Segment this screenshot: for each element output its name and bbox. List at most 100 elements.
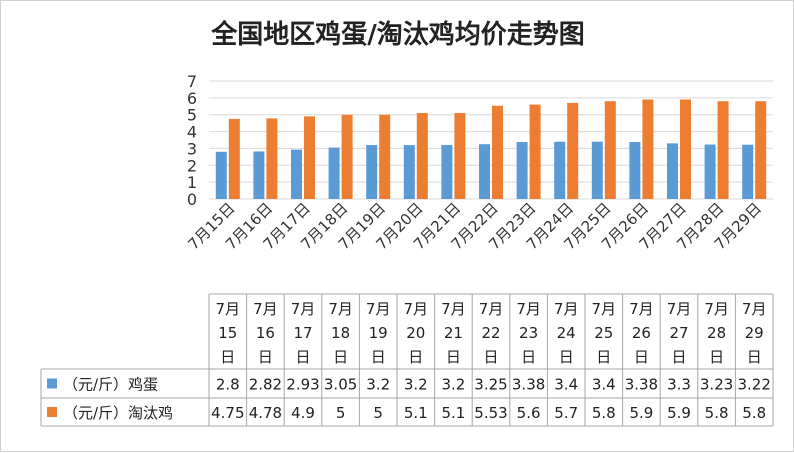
bar-hen-14 [755,101,767,199]
legend-swatch-egg [47,378,57,389]
table-header-cell-13-2: 日 [709,348,724,366]
bar-hen-13 [717,101,729,199]
table-value-hen-8: 5.6 [517,404,541,422]
table-header-cell-3-1: 18 [331,324,350,342]
table-header-cell-14-0: 7月 [742,300,767,318]
table-value-egg-0: 2.8 [216,376,240,394]
table-header-cell-0-2: 日 [220,348,235,366]
y-tick-label-3: 3 [187,139,197,158]
table-header-cell-11-0: 7月 [629,300,654,318]
table-value-hen-14: 5.8 [742,404,766,422]
table-value-egg-6: 3.2 [441,376,465,394]
bar-hen-3 [341,114,353,199]
table-header-cell-11-2: 日 [634,348,649,366]
table-header-cell-8-0: 7月 [516,300,541,318]
table-header-cell-4-1: 19 [369,324,388,342]
table-value-hen-13: 5.8 [705,404,729,422]
table-header-cell-10-2: 日 [596,348,611,366]
legend-label-egg: （元/斤）鸡蛋 [63,376,158,394]
bar-egg-2 [291,149,302,199]
table-header-cell-3-2: 日 [333,348,348,366]
table-header-cell-9-2: 日 [559,348,574,366]
bar-egg-10 [591,141,603,199]
bar-egg-4 [366,145,378,199]
table-header-cell-1-0: 7月 [253,300,278,318]
y-tick-label-0: 0 [187,190,197,209]
bar-hen-11 [642,99,654,199]
table-value-egg-14: 3.22 [737,376,770,394]
table-header-cell-6-1: 21 [444,324,463,342]
table-value-egg-3: 3.05 [324,376,357,394]
table-value-hen-2: 4.9 [291,404,315,422]
table-value-hen-6: 5.1 [441,404,465,422]
table-header-cell-12-1: 27 [669,324,688,342]
bar-hen-9 [567,102,579,199]
bar-egg-9 [554,141,566,199]
table-value-hen-9: 5.7 [554,404,578,422]
y-tick-label-5: 5 [187,106,197,125]
x-axis-ticks: 7月15日7月16日7月17日7月18日7月19日7月20日7月21日7月22日… [184,199,765,253]
table-header-cell-5-1: 20 [406,324,425,342]
data-table: 7月 15 日 7月 16 日 7月 17 日 7月 18 日 7月 19 日 7月 20 日 7月 21 日 7月 22 日… [40,293,774,427]
table-header-cell-7-2: 日 [483,348,498,366]
table-value-hen-3: 5 [336,404,346,422]
bar-egg-14 [742,144,754,199]
legend-label-hen: （元/斤）淘汰鸡 [63,404,173,422]
table-header-cell-8-1: 23 [519,324,538,342]
table-value-egg-10: 3.4 [592,376,616,394]
table-header-cell-12-0: 7月 [667,300,692,318]
table-header-cell-5-2: 日 [408,348,423,366]
bar-hen-8 [529,104,541,199]
y-tick-label-6: 6 [187,89,197,108]
bar-hen-12 [680,99,691,199]
table-header-cell-11-1: 26 [632,324,651,342]
table-header-cell-1-1: 16 [256,324,275,342]
table-header-cell-13-1: 28 [707,324,726,342]
table-header-cell-14-1: 29 [745,324,764,342]
bars [215,99,767,199]
bar-hen-10 [604,101,616,199]
table-value-egg-12: 3.3 [667,376,691,394]
table-value-egg-1: 2.82 [249,376,282,394]
table-header-cell-12-2: 日 [671,348,686,366]
table-header-cell-2-1: 17 [293,324,312,342]
bar-egg-0 [215,151,227,199]
bar-egg-7 [479,144,490,199]
table-header-cell-2-0: 7月 [291,300,316,318]
table-header-cell-0-1: 15 [218,324,237,342]
bar-hen-0 [228,118,240,199]
table-value-hen-4: 5 [373,404,383,422]
table-header-cell-6-0: 7月 [441,300,466,318]
table-header-cell-0-0: 7月 [216,300,241,318]
table-value-egg-5: 3.2 [404,376,428,394]
table-header-cell-4-2: 日 [371,348,386,366]
bar-hen-2 [304,116,315,199]
table-value-egg-8: 3.38 [512,376,545,394]
table-value-hen-12: 5.9 [667,404,691,422]
y-tick-label-1: 1 [187,173,197,192]
bar-hen-1 [266,118,278,199]
table-header-cell-3-0: 7月 [328,300,353,318]
bar-hen-5 [416,113,428,199]
bar-egg-3 [328,147,340,199]
table-header-cell-1-2: 日 [258,348,273,366]
y-tick-label-7: 7 [187,72,197,91]
bar-egg-6 [441,145,453,199]
bar-egg-8 [516,142,528,199]
table-value-hen-7: 5.53 [474,404,507,422]
table-header-cell-9-0: 7月 [554,300,579,318]
bar-egg-5 [403,145,415,199]
table-value-hen-5: 5.1 [404,404,428,422]
table-value-egg-7: 3.25 [474,376,507,394]
table-header-cell-2-2: 日 [295,348,310,366]
legend-swatch-hen [47,407,57,417]
bar-egg-1 [253,151,265,199]
bar-egg-11 [629,142,641,199]
table-value-egg-4: 3.2 [366,376,390,394]
table-value-hen-10: 5.8 [592,404,616,422]
y-tick-label-4: 4 [187,123,197,142]
gridlines [209,80,773,200]
table-header-cell-5-0: 7月 [404,300,429,318]
